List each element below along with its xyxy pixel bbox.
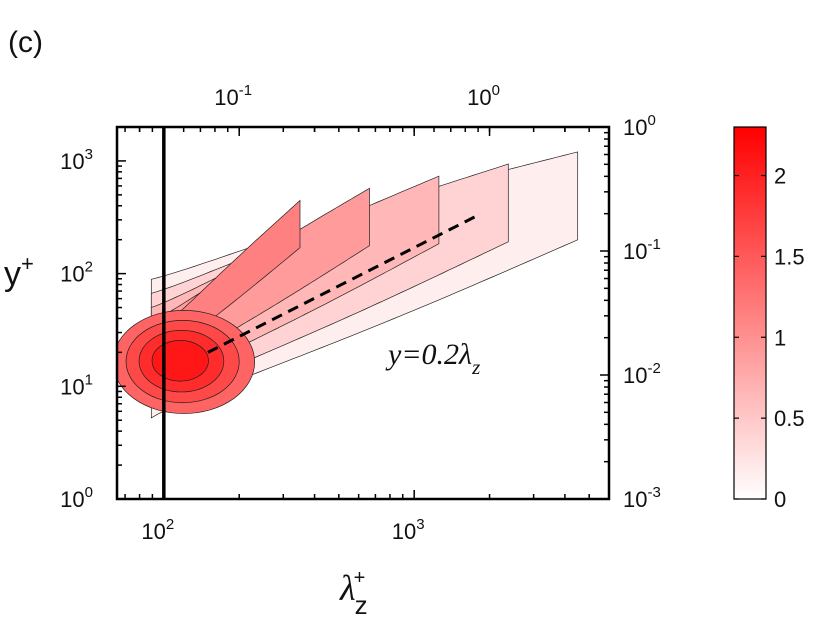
- y-axis-label: y+: [4, 251, 34, 293]
- right-tick-label: 100: [623, 112, 656, 140]
- colorbar-tick-label: 0.5: [774, 406, 805, 431]
- colorbar-tick-label: 1.5: [774, 244, 805, 269]
- colorbar-ticks: 0 0.5 1 1.5 2: [734, 164, 805, 512]
- right-tick-label: 10-2: [623, 360, 661, 388]
- y-tick-label: 101: [60, 371, 93, 399]
- y-tick-label: 100: [60, 484, 93, 512]
- right-tick-label: 10-1: [623, 236, 661, 264]
- contour-band: [151, 339, 209, 382]
- colorbar-tick-label: 0: [774, 487, 786, 512]
- panel-label: (c): [8, 26, 43, 59]
- right-tick-label: 10-3: [623, 484, 661, 512]
- dashed-line-label: y=0.2λz: [385, 338, 480, 379]
- top-tick-label: 10-1: [214, 82, 252, 110]
- colorbar: [733, 126, 767, 500]
- dashed-fit-line: [207, 213, 479, 354]
- plot-frame: [115, 125, 611, 501]
- x-tick-label: 102: [141, 516, 174, 544]
- x-axis-label: λz+: [339, 567, 368, 620]
- colorbar-tick-label: 1: [774, 325, 786, 350]
- colorbar-tick-label: 2: [774, 164, 786, 189]
- axis-tick-labels: 102 103 100 101 102 103 10-1 100 10-3 10-2 10-1 100: [60, 82, 661, 544]
- contour-field: [117, 151, 579, 419]
- y-tick-label: 102: [60, 259, 93, 287]
- x-tick-label: 103: [392, 516, 425, 544]
- axis-ticks: [117, 126, 610, 500]
- y-tick-label: 103: [60, 146, 93, 174]
- top-tick-label: 100: [467, 82, 500, 110]
